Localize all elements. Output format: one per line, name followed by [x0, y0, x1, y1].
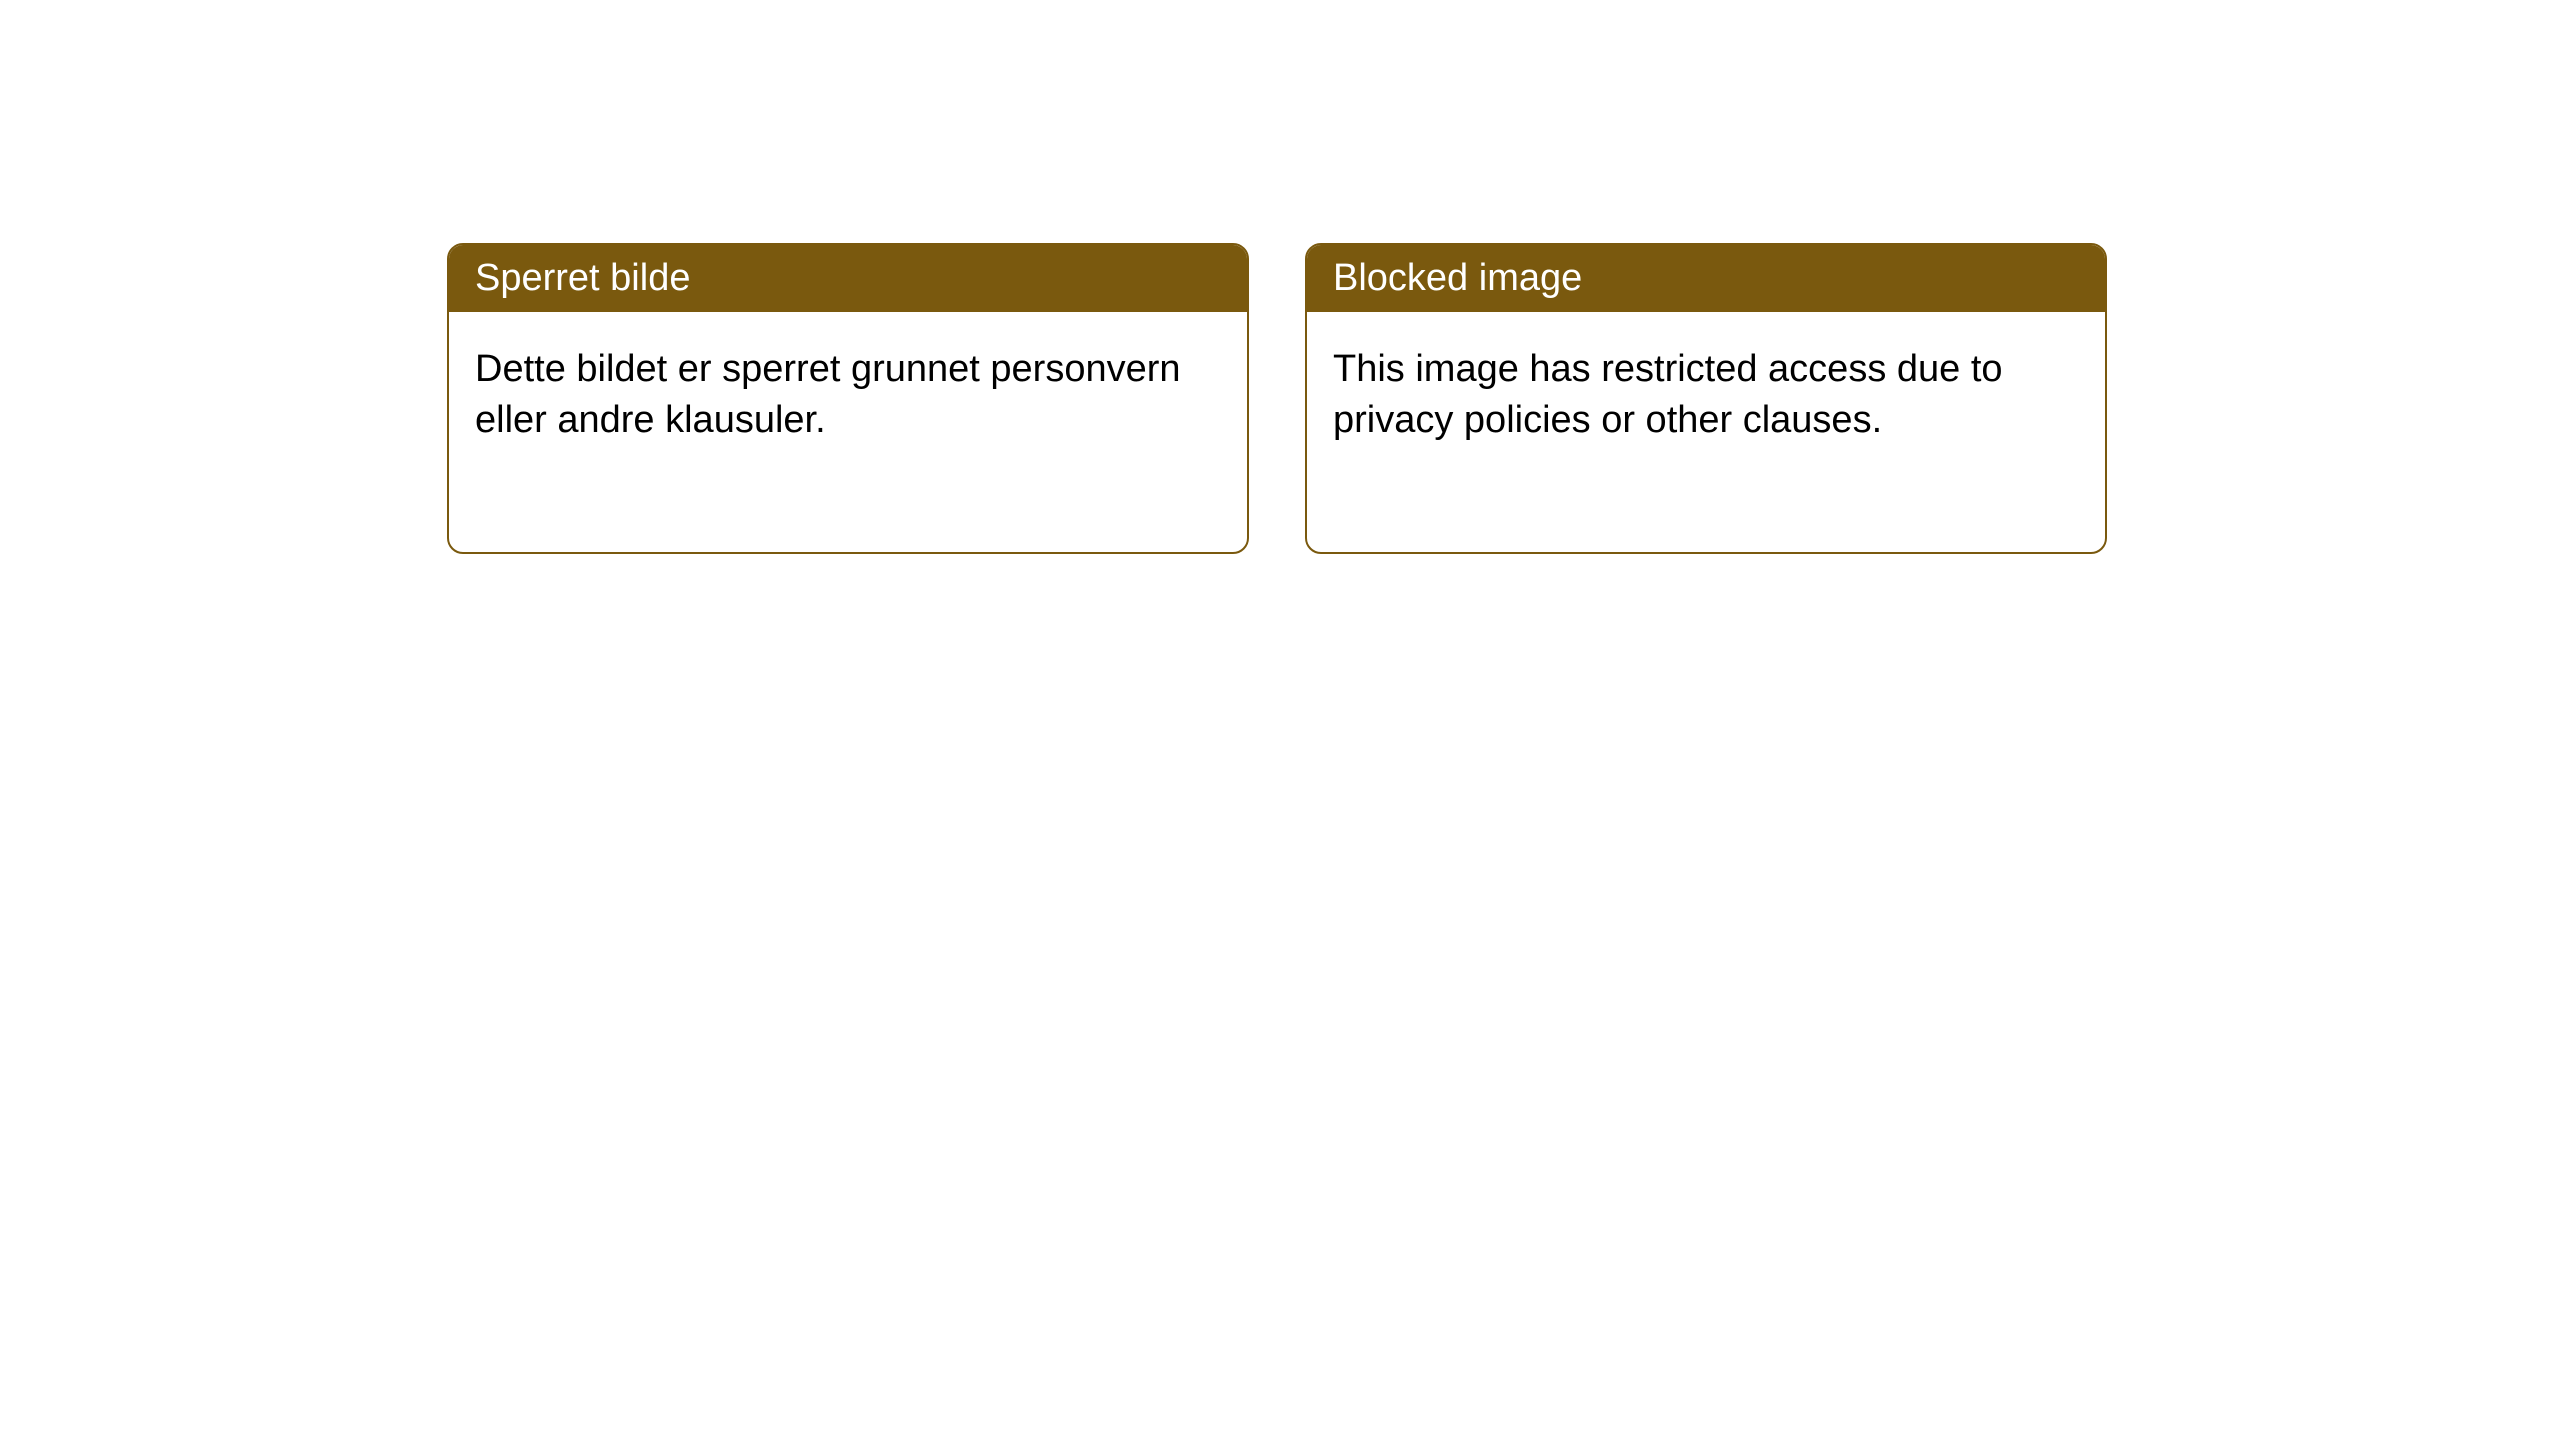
card-title: Blocked image — [1333, 257, 1582, 299]
card-body-text: Dette bildet er sperret grunnet personve… — [475, 348, 1181, 441]
card-body-text: This image has restricted access due to … — [1333, 348, 2003, 441]
card-title: Sperret bilde — [475, 257, 690, 299]
notice-card-norwegian: Sperret bilde Dette bildet er sperret gr… — [447, 243, 1249, 554]
card-body: Dette bildet er sperret grunnet personve… — [449, 312, 1247, 552]
notice-container: Sperret bilde Dette bildet er sperret gr… — [447, 243, 2107, 554]
notice-card-english: Blocked image This image has restricted … — [1305, 243, 2107, 554]
card-header: Sperret bilde — [449, 245, 1247, 312]
card-body: This image has restricted access due to … — [1307, 312, 2105, 552]
card-header: Blocked image — [1307, 245, 2105, 312]
